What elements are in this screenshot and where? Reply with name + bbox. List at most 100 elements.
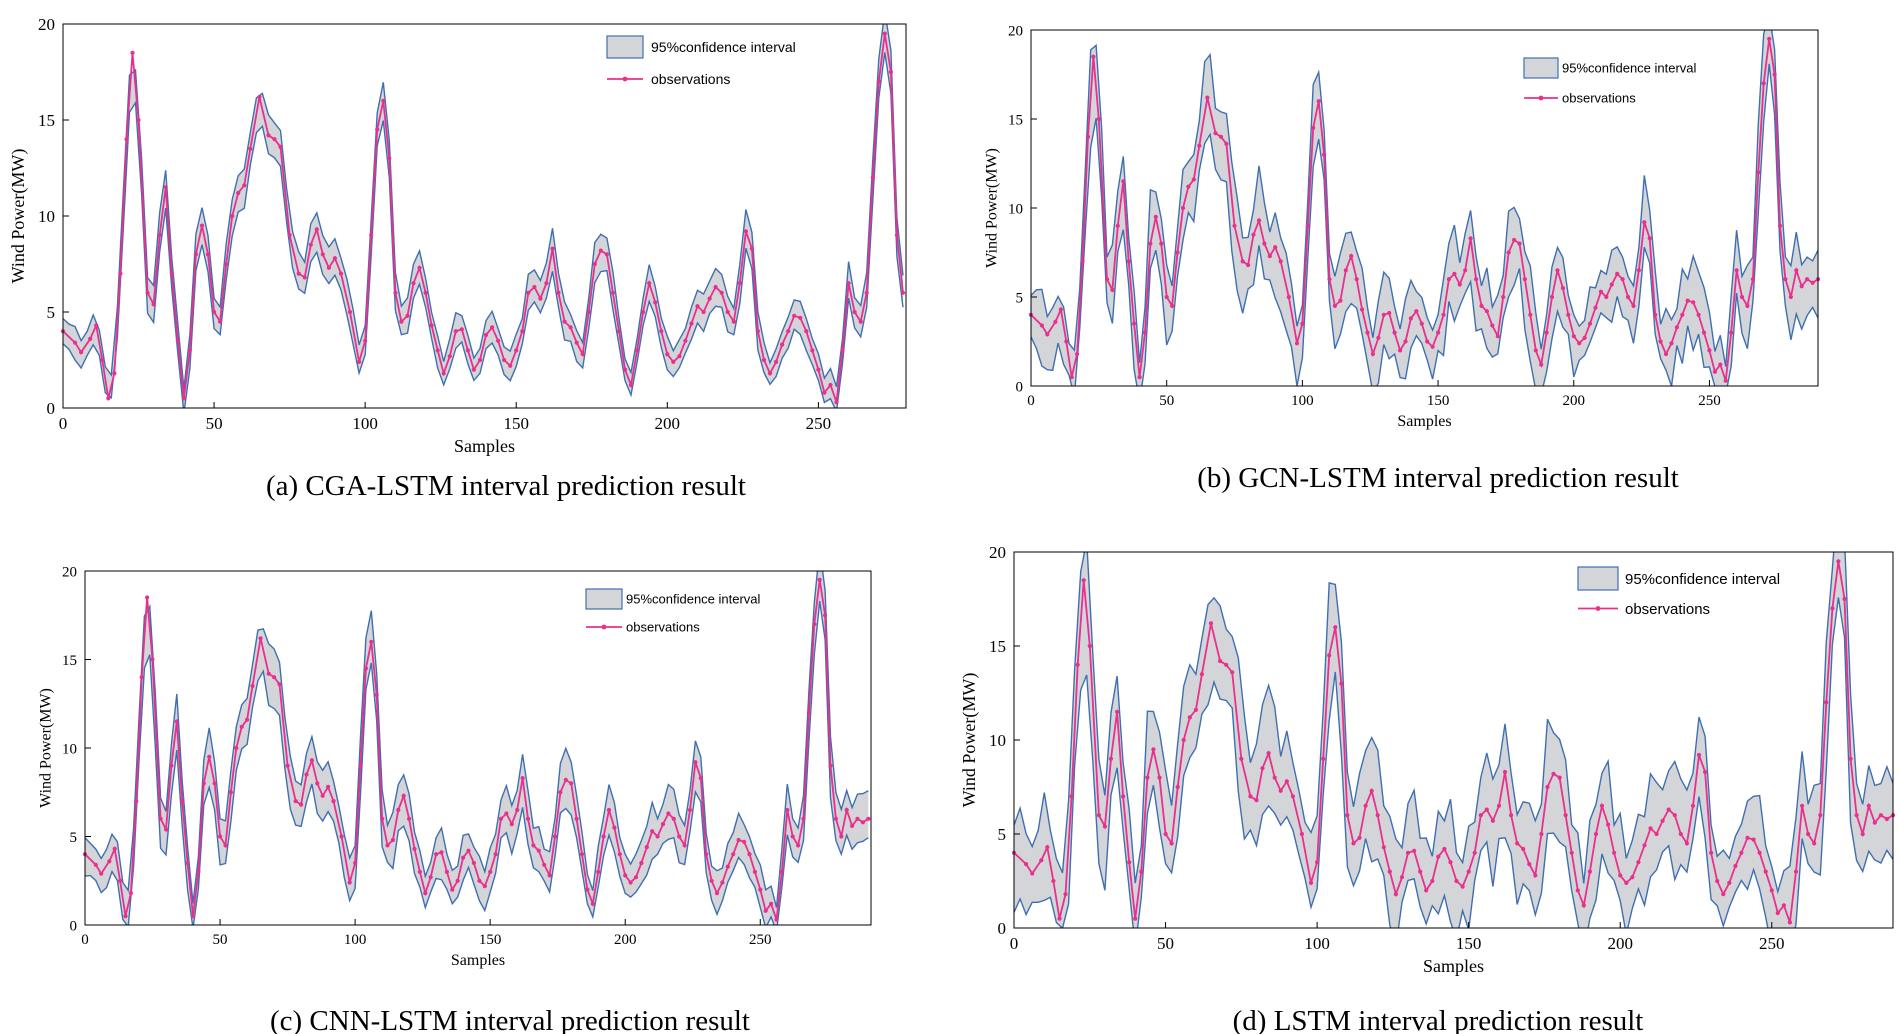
observation-point (579, 852, 585, 857)
observation-point (1761, 81, 1766, 86)
observation-point (774, 359, 779, 364)
observation-point (520, 776, 525, 781)
observation-point (1405, 850, 1411, 855)
observation-point (1794, 268, 1799, 273)
observation-point (1818, 813, 1823, 818)
observation-point (1142, 330, 1148, 335)
observation-point (1533, 873, 1538, 878)
observation-point (423, 290, 428, 295)
observation-point (357, 359, 362, 364)
observation-point (1448, 860, 1453, 865)
x-axis-label-c: Samples (451, 952, 505, 969)
observation-point (1256, 218, 1262, 223)
observation-point (1581, 903, 1586, 908)
observation-point (1208, 621, 1214, 626)
observation-point (1701, 330, 1707, 335)
observation-point (622, 367, 628, 372)
legend-observations-marker (622, 76, 628, 82)
observation-point (1240, 259, 1245, 264)
observation-point (483, 332, 489, 338)
observation-point (1393, 892, 1398, 897)
observation-point (112, 846, 117, 852)
observation-point (1424, 888, 1429, 893)
y-axis-label-c: Wind Power(MW) (38, 688, 55, 808)
observation-point (628, 880, 633, 885)
observation-point (128, 891, 133, 896)
panel-b: 0 50 100 150 200 250 0 5 10 15 20 95%confidence in… (984, 23, 1821, 494)
observation-point (1512, 237, 1517, 243)
observation-point (1598, 289, 1603, 294)
observation-point (641, 309, 646, 315)
observation-point (1609, 282, 1614, 287)
observation-point (1294, 341, 1300, 346)
observation-point (1305, 223, 1310, 228)
y-tick-label: 10 (1008, 201, 1023, 217)
legend-b: 95%confidence interval observations (1523, 57, 1697, 106)
observation-point (315, 781, 320, 786)
observation-point (1127, 860, 1132, 865)
axes-a: 0 50 100 150 200 250 0 5 10 15 20 (38, 15, 907, 433)
observation-point (331, 799, 336, 804)
observation-point (304, 772, 309, 777)
observation-point (1557, 775, 1562, 780)
observation-point (666, 811, 671, 816)
observation-point (1381, 312, 1386, 317)
observation-point (441, 371, 446, 376)
observation-point (1544, 330, 1549, 335)
observation-point (743, 229, 749, 234)
observation-point (1381, 845, 1386, 850)
observation-point (671, 359, 676, 364)
observation-point (1672, 813, 1677, 818)
observation-point (1278, 788, 1283, 793)
observation-point (1260, 766, 1265, 771)
observation-point (112, 371, 117, 376)
x-tick-label: 0 (59, 414, 68, 433)
x-axis-label-b: Samples (1397, 413, 1451, 430)
legend-d: 95%confidence interval observations (1577, 566, 1780, 618)
observation-point (1218, 134, 1224, 139)
observation-point (496, 338, 501, 343)
observation-point (1267, 254, 1272, 259)
observation-point (124, 137, 129, 142)
observation-point (385, 843, 390, 848)
legend-band-swatch (606, 35, 644, 59)
observation-point (558, 790, 563, 795)
observation-point (1251, 232, 1256, 237)
observation-point (786, 329, 791, 334)
observation-point (181, 396, 186, 401)
observation-point (900, 290, 906, 295)
observation-point (1800, 803, 1805, 808)
observation-point (278, 144, 283, 149)
observation-point (536, 848, 541, 853)
observation-point (509, 822, 514, 827)
observation-point (1680, 312, 1685, 317)
x-tick-label: 250 (1698, 393, 1721, 409)
legend-observations-label: observations (626, 620, 700, 635)
observation-point (1164, 294, 1169, 300)
band-area (1014, 552, 1893, 928)
observation-point (393, 290, 398, 295)
observation-point (1360, 307, 1365, 312)
observation-point (1327, 277, 1332, 282)
observation-point (709, 878, 714, 883)
observation-point (199, 223, 205, 228)
x-tick-label: 50 (1157, 934, 1174, 953)
observation-point (677, 354, 682, 359)
observation-point (552, 834, 558, 839)
observation-point (1515, 841, 1520, 846)
observation-point (1369, 788, 1374, 793)
observation-point (374, 692, 379, 698)
x-tick-label: 150 (503, 414, 529, 433)
observation-point (693, 760, 698, 765)
observation-point (193, 252, 198, 257)
observation-point (1248, 794, 1253, 799)
observation-point (574, 816, 579, 821)
observation-point (1418, 869, 1423, 874)
y-tick-label: 5 (70, 830, 78, 846)
observation-point (1197, 143, 1202, 148)
observation-point (1733, 863, 1738, 869)
observation-point (882, 31, 887, 36)
observation-point (387, 156, 392, 161)
observation-point (1205, 95, 1210, 100)
observation-point (118, 271, 123, 276)
